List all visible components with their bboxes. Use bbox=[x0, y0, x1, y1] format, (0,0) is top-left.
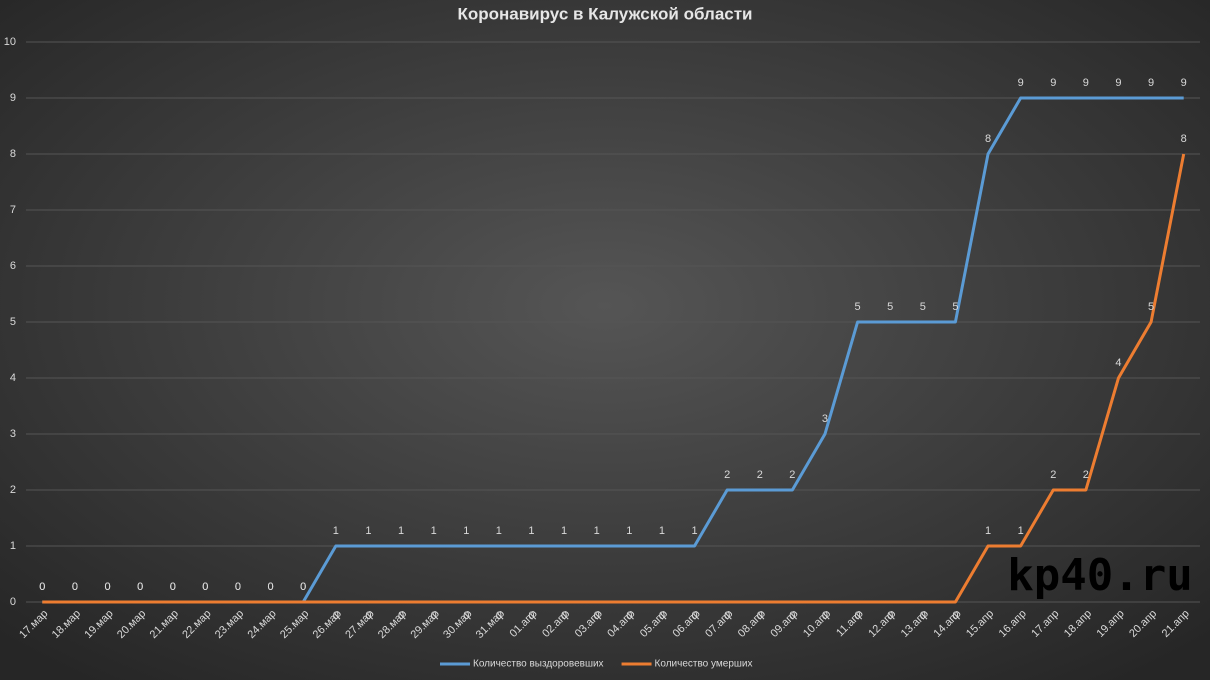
data-label: 0 bbox=[137, 581, 143, 593]
data-label: 1 bbox=[561, 525, 567, 537]
legend-label: Количество выздоровевших bbox=[473, 659, 604, 670]
data-label: 0 bbox=[463, 610, 469, 622]
data-label: 0 bbox=[724, 610, 730, 622]
data-label: 3 bbox=[822, 413, 828, 425]
data-label: 2 bbox=[1083, 469, 1089, 481]
series-line bbox=[42, 153, 1186, 604]
data-label: 1 bbox=[626, 525, 632, 537]
data-label: 1 bbox=[985, 525, 991, 537]
data-label: 0 bbox=[952, 610, 958, 622]
data-label: 0 bbox=[855, 610, 861, 622]
data-label: 8 bbox=[1181, 133, 1187, 145]
data-label: 0 bbox=[104, 581, 110, 593]
data-label: 0 bbox=[170, 581, 176, 593]
data-label: 0 bbox=[659, 610, 665, 622]
data-label: 0 bbox=[268, 581, 274, 593]
data-label: 0 bbox=[72, 581, 78, 593]
chart-title: Коронавирус в Калужской области bbox=[457, 4, 752, 23]
data-label: 1 bbox=[431, 525, 437, 537]
data-label: 1 bbox=[333, 525, 339, 537]
data-label: 0 bbox=[268, 581, 274, 593]
data-label: 1 bbox=[1018, 525, 1024, 537]
data-label: 0 bbox=[104, 581, 110, 593]
y-tick-label: 0 bbox=[10, 596, 16, 608]
data-label: 9 bbox=[1148, 77, 1154, 89]
data-label: 1 bbox=[691, 525, 697, 537]
data-label: 2 bbox=[757, 469, 763, 481]
data-label: 0 bbox=[822, 610, 828, 622]
legend-item: Количество выздоровевших bbox=[440, 659, 604, 670]
data-label: 0 bbox=[398, 610, 404, 622]
data-label: 0 bbox=[39, 581, 45, 593]
data-label: 2 bbox=[1050, 469, 1056, 481]
y-tick-label: 7 bbox=[10, 204, 16, 216]
data-label: 0 bbox=[137, 581, 143, 593]
data-label: 9 bbox=[1050, 77, 1056, 89]
data-label: 5 bbox=[855, 301, 861, 313]
y-tick-label: 4 bbox=[10, 372, 16, 384]
data-label: 5 bbox=[952, 301, 958, 313]
y-tick-label: 1 bbox=[10, 540, 16, 552]
data-label: 0 bbox=[72, 581, 78, 593]
y-tick-label: 6 bbox=[10, 260, 16, 272]
data-label: 8 bbox=[985, 133, 991, 145]
y-tick-label: 5 bbox=[10, 316, 16, 328]
y-tick-label: 2 bbox=[10, 484, 16, 496]
data-label: 5 bbox=[887, 301, 893, 313]
data-label: 0 bbox=[300, 581, 306, 593]
data-label: 1 bbox=[659, 525, 665, 537]
data-label: 1 bbox=[496, 525, 502, 537]
data-label: 1 bbox=[365, 525, 371, 537]
data-label: 0 bbox=[235, 581, 241, 593]
data-label: 4 bbox=[1115, 357, 1121, 369]
data-label: 0 bbox=[170, 581, 176, 593]
data-label: 0 bbox=[528, 610, 534, 622]
legend-label: Количество умерших bbox=[655, 659, 753, 670]
data-label: 9 bbox=[1018, 77, 1024, 89]
data-label: 0 bbox=[757, 610, 763, 622]
y-tick-label: 8 bbox=[10, 148, 16, 160]
data-label: 0 bbox=[594, 610, 600, 622]
data-label: 1 bbox=[528, 525, 534, 537]
y-tick-label: 10 bbox=[4, 36, 16, 48]
legend-item: Количество умерших bbox=[621, 659, 753, 670]
data-label: 0 bbox=[333, 610, 339, 622]
data-label: 0 bbox=[626, 610, 632, 622]
data-label: 2 bbox=[789, 469, 795, 481]
data-label: 1 bbox=[463, 525, 469, 537]
data-label: 0 bbox=[561, 610, 567, 622]
data-label: 5 bbox=[1148, 301, 1154, 313]
data-label: 9 bbox=[1181, 77, 1187, 89]
watermark: kp40.ru bbox=[1007, 550, 1192, 601]
data-label: 0 bbox=[365, 610, 371, 622]
data-label: 9 bbox=[1115, 77, 1121, 89]
data-label: 0 bbox=[39, 581, 45, 593]
data-label: 0 bbox=[920, 610, 926, 622]
data-label: 0 bbox=[887, 610, 893, 622]
data-label: 0 bbox=[300, 581, 306, 593]
data-label: 0 bbox=[496, 610, 502, 622]
data-label: 0 bbox=[431, 610, 437, 622]
data-label: 0 bbox=[202, 581, 208, 593]
data-label: 0 bbox=[235, 581, 241, 593]
data-label: 0 bbox=[202, 581, 208, 593]
data-label: 0 bbox=[691, 610, 697, 622]
y-tick-label: 3 bbox=[10, 428, 16, 440]
data-label: 9 bbox=[1083, 77, 1089, 89]
data-label: 0 bbox=[789, 610, 795, 622]
data-label: 2 bbox=[724, 469, 730, 481]
data-label: 5 bbox=[920, 301, 926, 313]
data-label: 1 bbox=[594, 525, 600, 537]
data-label: 1 bbox=[398, 525, 404, 537]
y-tick-label: 9 bbox=[10, 92, 16, 104]
